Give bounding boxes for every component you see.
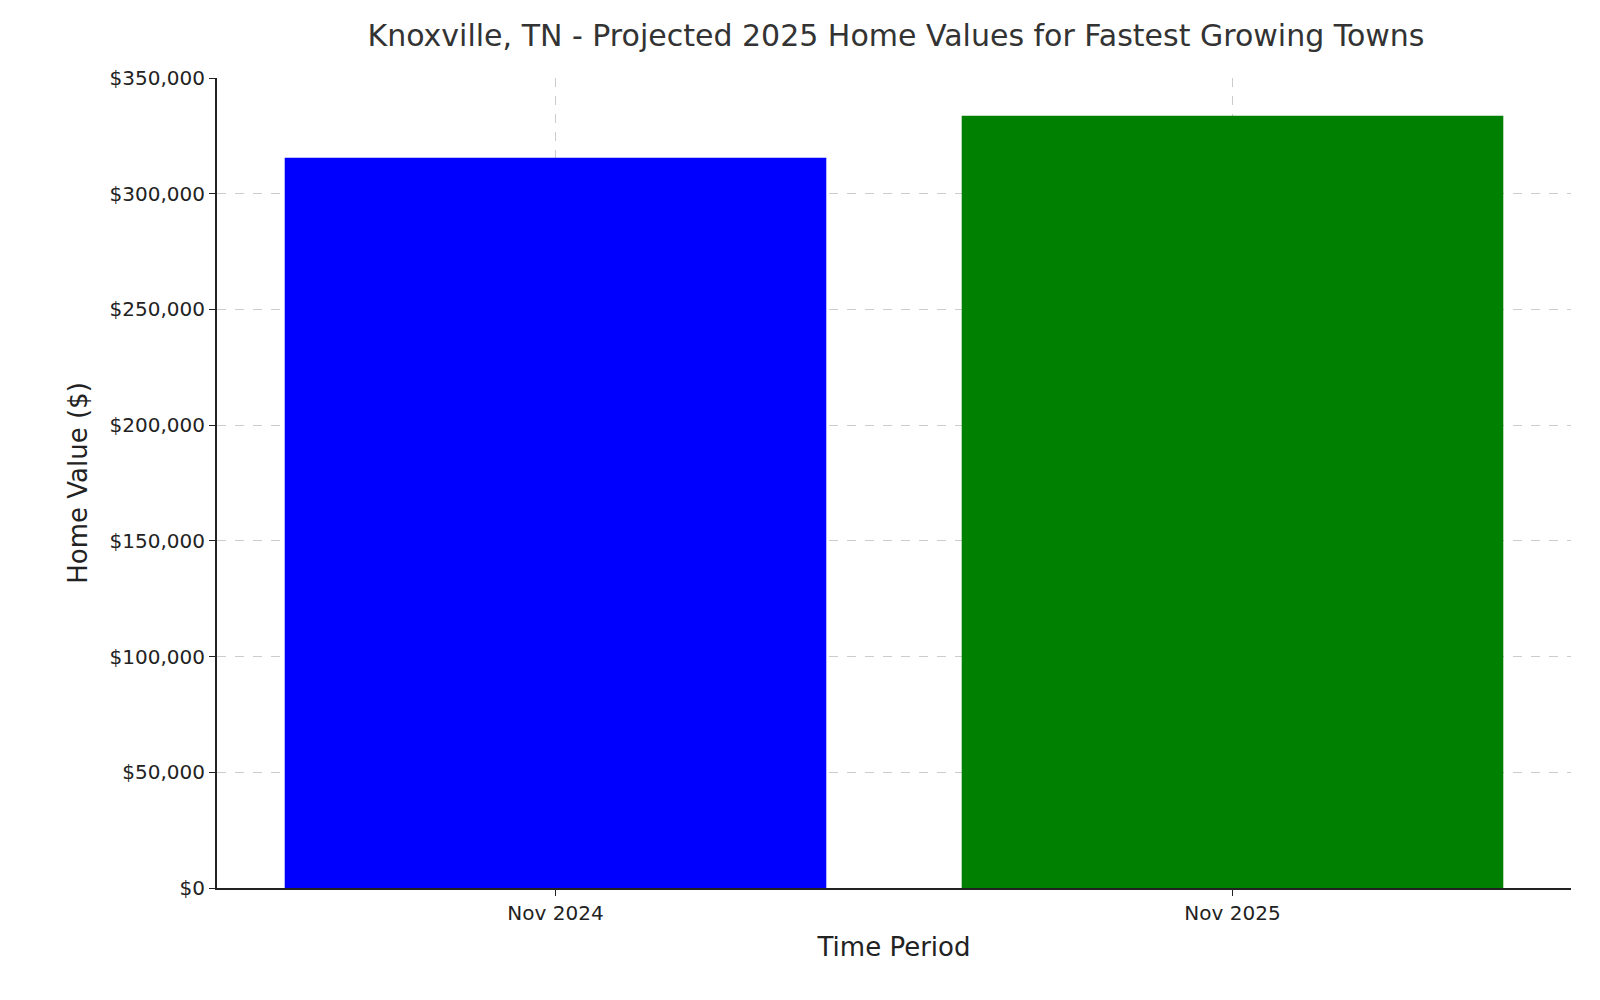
svg-text:$50,000: $50,000 (122, 760, 205, 784)
svg-text:$100,000: $100,000 (110, 645, 205, 669)
svg-text:$200,000: $200,000 (110, 413, 205, 437)
svg-text:$300,000: $300,000 (110, 182, 205, 206)
svg-text:$250,000: $250,000 (110, 297, 205, 321)
svg-text:$150,000: $150,000 (110, 529, 205, 553)
svg-text:Nov 2024: Nov 2024 (507, 901, 603, 925)
svg-text:$0: $0 (180, 876, 205, 900)
svg-text:Nov 2025: Nov 2025 (1184, 901, 1280, 925)
svg-text:$350,000: $350,000 (110, 66, 205, 90)
svg-text:Knoxville, TN - Projected 2025: Knoxville, TN - Projected 2025 Home Valu… (367, 18, 1424, 53)
svg-text:Time Period: Time Period (817, 932, 971, 962)
svg-text:Home Value ($): Home Value ($) (63, 382, 93, 584)
